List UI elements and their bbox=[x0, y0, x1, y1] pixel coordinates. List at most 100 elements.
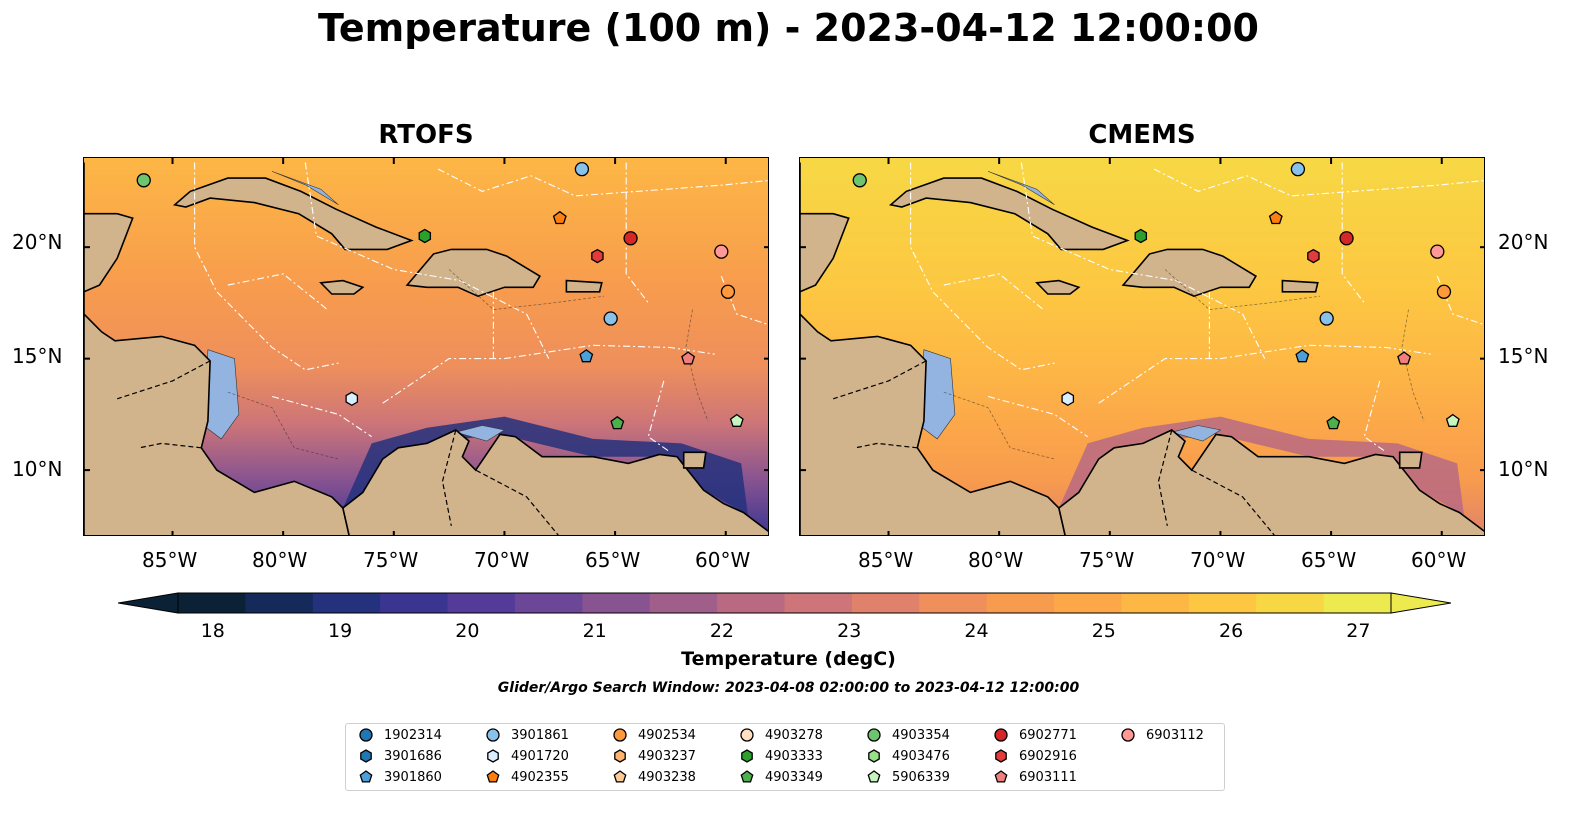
float-marker-6903112 bbox=[1430, 244, 1445, 259]
colorbar-tick: 19 bbox=[327, 620, 353, 642]
colorbar-tick: 26 bbox=[1219, 620, 1244, 642]
legend-marker-4903333 bbox=[741, 749, 753, 763]
country-border bbox=[117, 360, 211, 400]
float-marker-5906339 bbox=[729, 413, 744, 427]
legend-label: 4903354 bbox=[892, 727, 950, 743]
eez-boundary bbox=[1098, 344, 1431, 404]
pentagon-marker-icon bbox=[740, 770, 754, 783]
eez-boundary bbox=[910, 162, 1055, 371]
colorbar-swatch bbox=[245, 593, 314, 613]
hexagon-marker-icon bbox=[360, 749, 372, 763]
legend-item: 3901686 bbox=[358, 747, 442, 765]
panel-title-rtofs: RTOFS bbox=[378, 120, 474, 150]
lon-tick-75w: 75°W bbox=[1079, 548, 1135, 572]
legend-item: 3901861 bbox=[485, 726, 569, 744]
legend-item: 4903278 bbox=[739, 726, 823, 744]
lon-tick-60w: 60°W bbox=[695, 548, 751, 572]
hispaniola-land bbox=[1121, 248, 1257, 298]
float-marker-3901861 bbox=[1290, 161, 1306, 177]
lon-tick-70w: 70°W bbox=[474, 548, 530, 572]
colorbar-tick: 24 bbox=[964, 620, 989, 642]
eez-boundary bbox=[437, 168, 768, 197]
float-marker-4902355 bbox=[1268, 210, 1283, 225]
float-marker-5906339 bbox=[1445, 413, 1460, 427]
legend-label: 6902771 bbox=[1019, 727, 1077, 743]
colorbar-max-extend bbox=[1390, 592, 1452, 614]
float-marker-6902916 bbox=[591, 248, 604, 264]
legend-label: 1902314 bbox=[384, 727, 442, 743]
pentagon-marker-icon bbox=[613, 770, 627, 783]
float-marker-3901861 bbox=[1319, 311, 1334, 326]
legend-label: 6903111 bbox=[1019, 769, 1077, 785]
colorbar-swatch bbox=[1054, 593, 1122, 613]
legend-item: 4903354 bbox=[866, 726, 950, 744]
float-marker-4901720 bbox=[1061, 391, 1075, 407]
colorbar-swatch bbox=[447, 593, 516, 613]
legend-marker-4902534 bbox=[613, 728, 627, 742]
float-marker-4903354 bbox=[136, 173, 151, 188]
country-border bbox=[1191, 469, 1275, 535]
legend-marker-4903354 bbox=[867, 728, 881, 742]
bathymetry-contour bbox=[1164, 269, 1321, 311]
bathymetry-contour bbox=[1401, 309, 1425, 422]
bathymetry-contour bbox=[943, 391, 1055, 460]
eez-boundary bbox=[1363, 380, 1387, 453]
lat-tick-20n: 20°N bbox=[1498, 230, 1549, 254]
legend-item: 4902534 bbox=[612, 726, 696, 744]
puerto-rico-land bbox=[565, 279, 603, 293]
lon-tick-80w: 80°W bbox=[968, 548, 1024, 572]
eez-boundary bbox=[194, 162, 339, 371]
float-marker-3901861 bbox=[574, 161, 590, 177]
hexagon-marker-icon bbox=[868, 749, 880, 763]
legend-item: 5906339 bbox=[866, 768, 950, 786]
legend-marker-6902771 bbox=[994, 728, 1008, 742]
float-marker-3901860 bbox=[579, 349, 594, 363]
trinidad-land bbox=[682, 451, 707, 469]
eez-boundary bbox=[382, 344, 715, 404]
legend-item: 4903333 bbox=[739, 747, 823, 765]
country-border bbox=[1157, 429, 1173, 527]
colorbar-tick: 25 bbox=[1091, 620, 1116, 642]
eez-boundary bbox=[1153, 168, 1484, 197]
legend-label: 6902916 bbox=[1019, 748, 1077, 764]
lat-tick-20n: 20°N bbox=[12, 230, 63, 254]
float-marker-6903112 bbox=[714, 244, 729, 259]
legend-marker-4903278 bbox=[740, 728, 754, 742]
colorbar-tick: 20 bbox=[455, 620, 480, 642]
lon-tick-80w: 80°W bbox=[252, 548, 308, 572]
colorbar-swatch bbox=[380, 593, 449, 613]
colorbar-tick: 22 bbox=[709, 620, 735, 642]
eez-boundary bbox=[943, 273, 1044, 311]
eez-boundary bbox=[720, 275, 768, 326]
panel-title-cmems: CMEMS bbox=[1088, 120, 1196, 150]
float-marker-4903349 bbox=[610, 415, 625, 430]
legend-label: 5906339 bbox=[892, 769, 950, 785]
legend-label: 4903237 bbox=[638, 748, 696, 764]
colorbar bbox=[117, 592, 1452, 614]
legend-marker-6902916 bbox=[995, 749, 1007, 763]
yucatan-land bbox=[800, 212, 850, 293]
float-marker-4903333 bbox=[1134, 228, 1148, 244]
colorbar-swatch bbox=[986, 593, 1055, 613]
bathymetry-contour bbox=[227, 391, 339, 460]
legend-item: 6903111 bbox=[993, 768, 1077, 786]
circle-marker-icon bbox=[359, 728, 373, 742]
legend: 1902314 3901686 3901860 3901861 4901720 49023… bbox=[345, 723, 1225, 791]
legend-marker-4903238 bbox=[613, 770, 627, 783]
lat-tick-10n: 10°N bbox=[12, 457, 63, 481]
colorbar-swatch bbox=[919, 593, 988, 613]
cmems-map bbox=[799, 157, 1485, 536]
legend-marker-4902355 bbox=[486, 770, 500, 783]
eez-boundary bbox=[1020, 162, 1266, 359]
legend-marker-5906339 bbox=[867, 770, 881, 783]
legend-marker-4903237 bbox=[614, 749, 626, 763]
legend-marker-6903111 bbox=[994, 770, 1008, 783]
lon-tick-65w: 65°W bbox=[585, 548, 641, 572]
colorbar-swatch bbox=[1121, 593, 1190, 613]
legend-label: 4903238 bbox=[638, 769, 696, 785]
trinidad-land bbox=[1398, 451, 1423, 469]
colorbar-swatch bbox=[649, 593, 718, 613]
colorbar-label: Temperature (degC) bbox=[681, 648, 896, 670]
eez-boundary bbox=[271, 395, 373, 438]
colorbar-swatch bbox=[312, 593, 381, 613]
